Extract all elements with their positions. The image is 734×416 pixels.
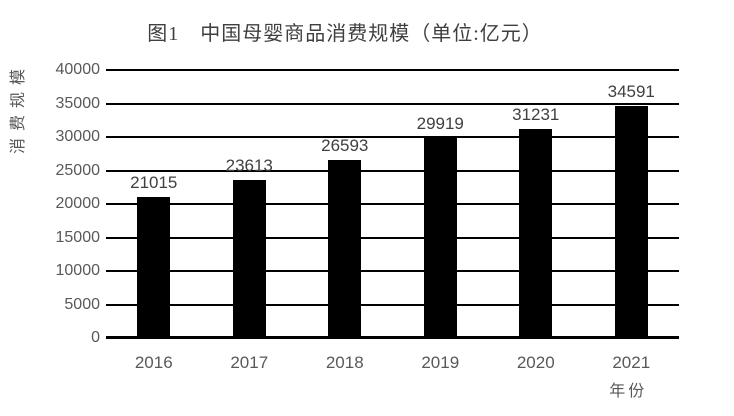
bar-value-label: 34591 — [607, 82, 655, 102]
gridline — [106, 270, 679, 272]
x-tick-label: 2019 — [421, 353, 460, 372]
bar — [232, 179, 266, 338]
bar — [328, 159, 362, 338]
x-tick-label: 2016 — [134, 353, 173, 372]
gridline — [106, 102, 679, 105]
bar — [614, 106, 648, 338]
y-tick-label: 25000 — [55, 161, 101, 179]
gridline — [106, 203, 679, 205]
x-tick-label: 2021 — [612, 353, 651, 372]
y-tick-label: 30000 — [55, 128, 101, 145]
bar-value-label: 21015 — [130, 173, 178, 193]
x-tick-label: 2017 — [230, 353, 269, 372]
y-tick-label: 0 — [91, 329, 100, 346]
gridline — [106, 136, 679, 138]
y-axis-title: 消费规模 — [10, 62, 27, 155]
y-tick-label: 40000 — [55, 61, 101, 78]
chart-title: 图1 中国母婴商品消费规模（单位:亿元） — [147, 23, 543, 45]
gridline — [106, 69, 679, 71]
x-tick-label: 2020 — [516, 353, 555, 372]
x-axis-line — [106, 336, 679, 339]
bar — [137, 197, 171, 338]
bar — [519, 128, 553, 338]
gridline — [106, 303, 679, 306]
bar-value-label: 29919 — [416, 113, 464, 133]
y-tick-label: 35000 — [55, 94, 101, 112]
x-tick-label: 2018 — [325, 353, 364, 372]
bar-value-label: 31231 — [512, 104, 560, 124]
y-tick-label: 15000 — [55, 228, 101, 246]
y-tick-label: 20000 — [55, 195, 101, 212]
bar — [423, 137, 457, 338]
x-axis-title: 年份 — [609, 383, 648, 400]
bar-value-label: 23613 — [225, 155, 273, 175]
gridline — [106, 236, 679, 239]
y-tick-label: 10000 — [55, 262, 101, 279]
plot-area — [106, 69, 679, 338]
bar-value-label: 26593 — [321, 135, 369, 155]
gridline — [106, 169, 679, 172]
y-tick-label: 5000 — [64, 295, 100, 313]
